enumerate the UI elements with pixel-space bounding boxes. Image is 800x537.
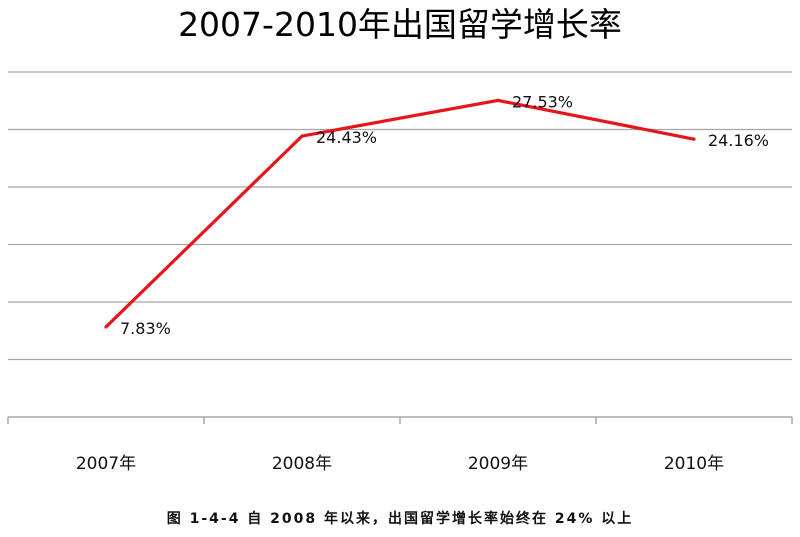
chart-title: 2007-2010年出国留学增长率: [178, 5, 622, 44]
x-tick-label: 2008年: [272, 454, 332, 474]
data-label: 24.16%: [708, 131, 769, 150]
data-label: 27.53%: [512, 92, 573, 111]
data-point: [104, 325, 108, 329]
series-line-0: [104, 98, 695, 329]
x-tick-labels: 2007年 2008年 2009年 2010年: [76, 454, 724, 474]
data-point: [692, 137, 696, 141]
series-line: [104, 98, 696, 329]
x-axis: [7, 416, 793, 424]
x-tick-label: 2007年: [76, 454, 136, 474]
data-labels: 7.83% 24.43% 27.53% 24.16%: [120, 92, 769, 338]
gridlines: [8, 71, 792, 361]
data-label: 7.83%: [120, 319, 171, 338]
x-tick-label: 2009年: [468, 454, 528, 474]
data-point: [300, 134, 304, 138]
line-chart: 2007年 2008年 2009年 2010年 7.83% 24.43% 27.53% 24…: [7, 71, 793, 474]
data-point: [496, 98, 500, 103]
data-label: 24.43%: [316, 128, 377, 147]
figure-caption: 图 1-4-4 自 2008 年以来，出国留学增长率始终在 24% 以上: [166, 511, 634, 527]
x-tick-label: 2010年: [664, 454, 724, 474]
